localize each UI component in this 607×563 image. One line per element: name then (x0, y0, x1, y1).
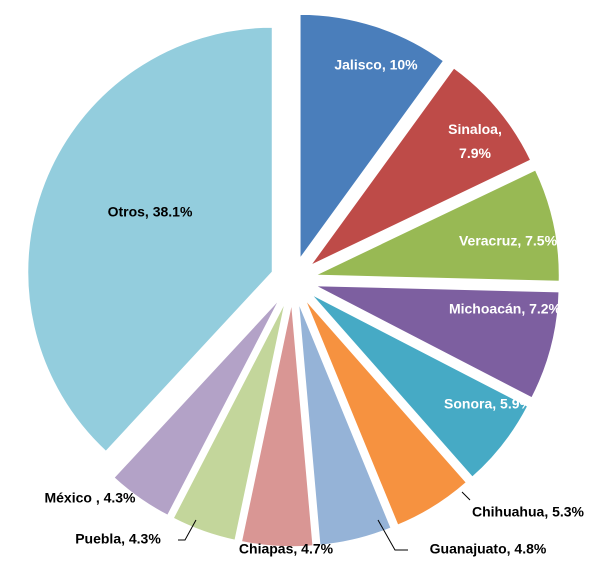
leader-line (461, 491, 471, 501)
data-label: Chihuahua, 5.3% (472, 504, 585, 520)
pie-slice (240, 301, 315, 548)
pie-slice (313, 284, 560, 400)
data-label: Michoacán, 7.2% (449, 301, 562, 317)
pie-slice (297, 301, 393, 547)
data-label: Puebla, 4.3% (75, 531, 161, 547)
pie-slice (26, 26, 274, 453)
data-label: Veracruz, 7.5% (459, 233, 558, 249)
data-label: Sinaloa, 7.9% (448, 121, 502, 161)
data-label: México , 4.3% (44, 490, 136, 506)
leader-line (377, 519, 408, 551)
pie-slice (309, 292, 529, 479)
data-label: Jalisco, 10% (334, 57, 418, 73)
data-label: Otros, 38.1% (108, 204, 193, 220)
pie-slice (309, 66, 532, 267)
pie-slice (314, 168, 561, 283)
data-label: Chiapas, 4.7% (239, 541, 334, 557)
leader-line (178, 519, 197, 541)
pie-slice (172, 300, 287, 542)
pie-slice (299, 13, 445, 262)
pie-slice (303, 298, 468, 527)
pie-slice (112, 297, 282, 517)
data-label: Guanajuato, 4.8% (430, 541, 547, 557)
data-label: Sonora, 5.9% (444, 396, 532, 412)
